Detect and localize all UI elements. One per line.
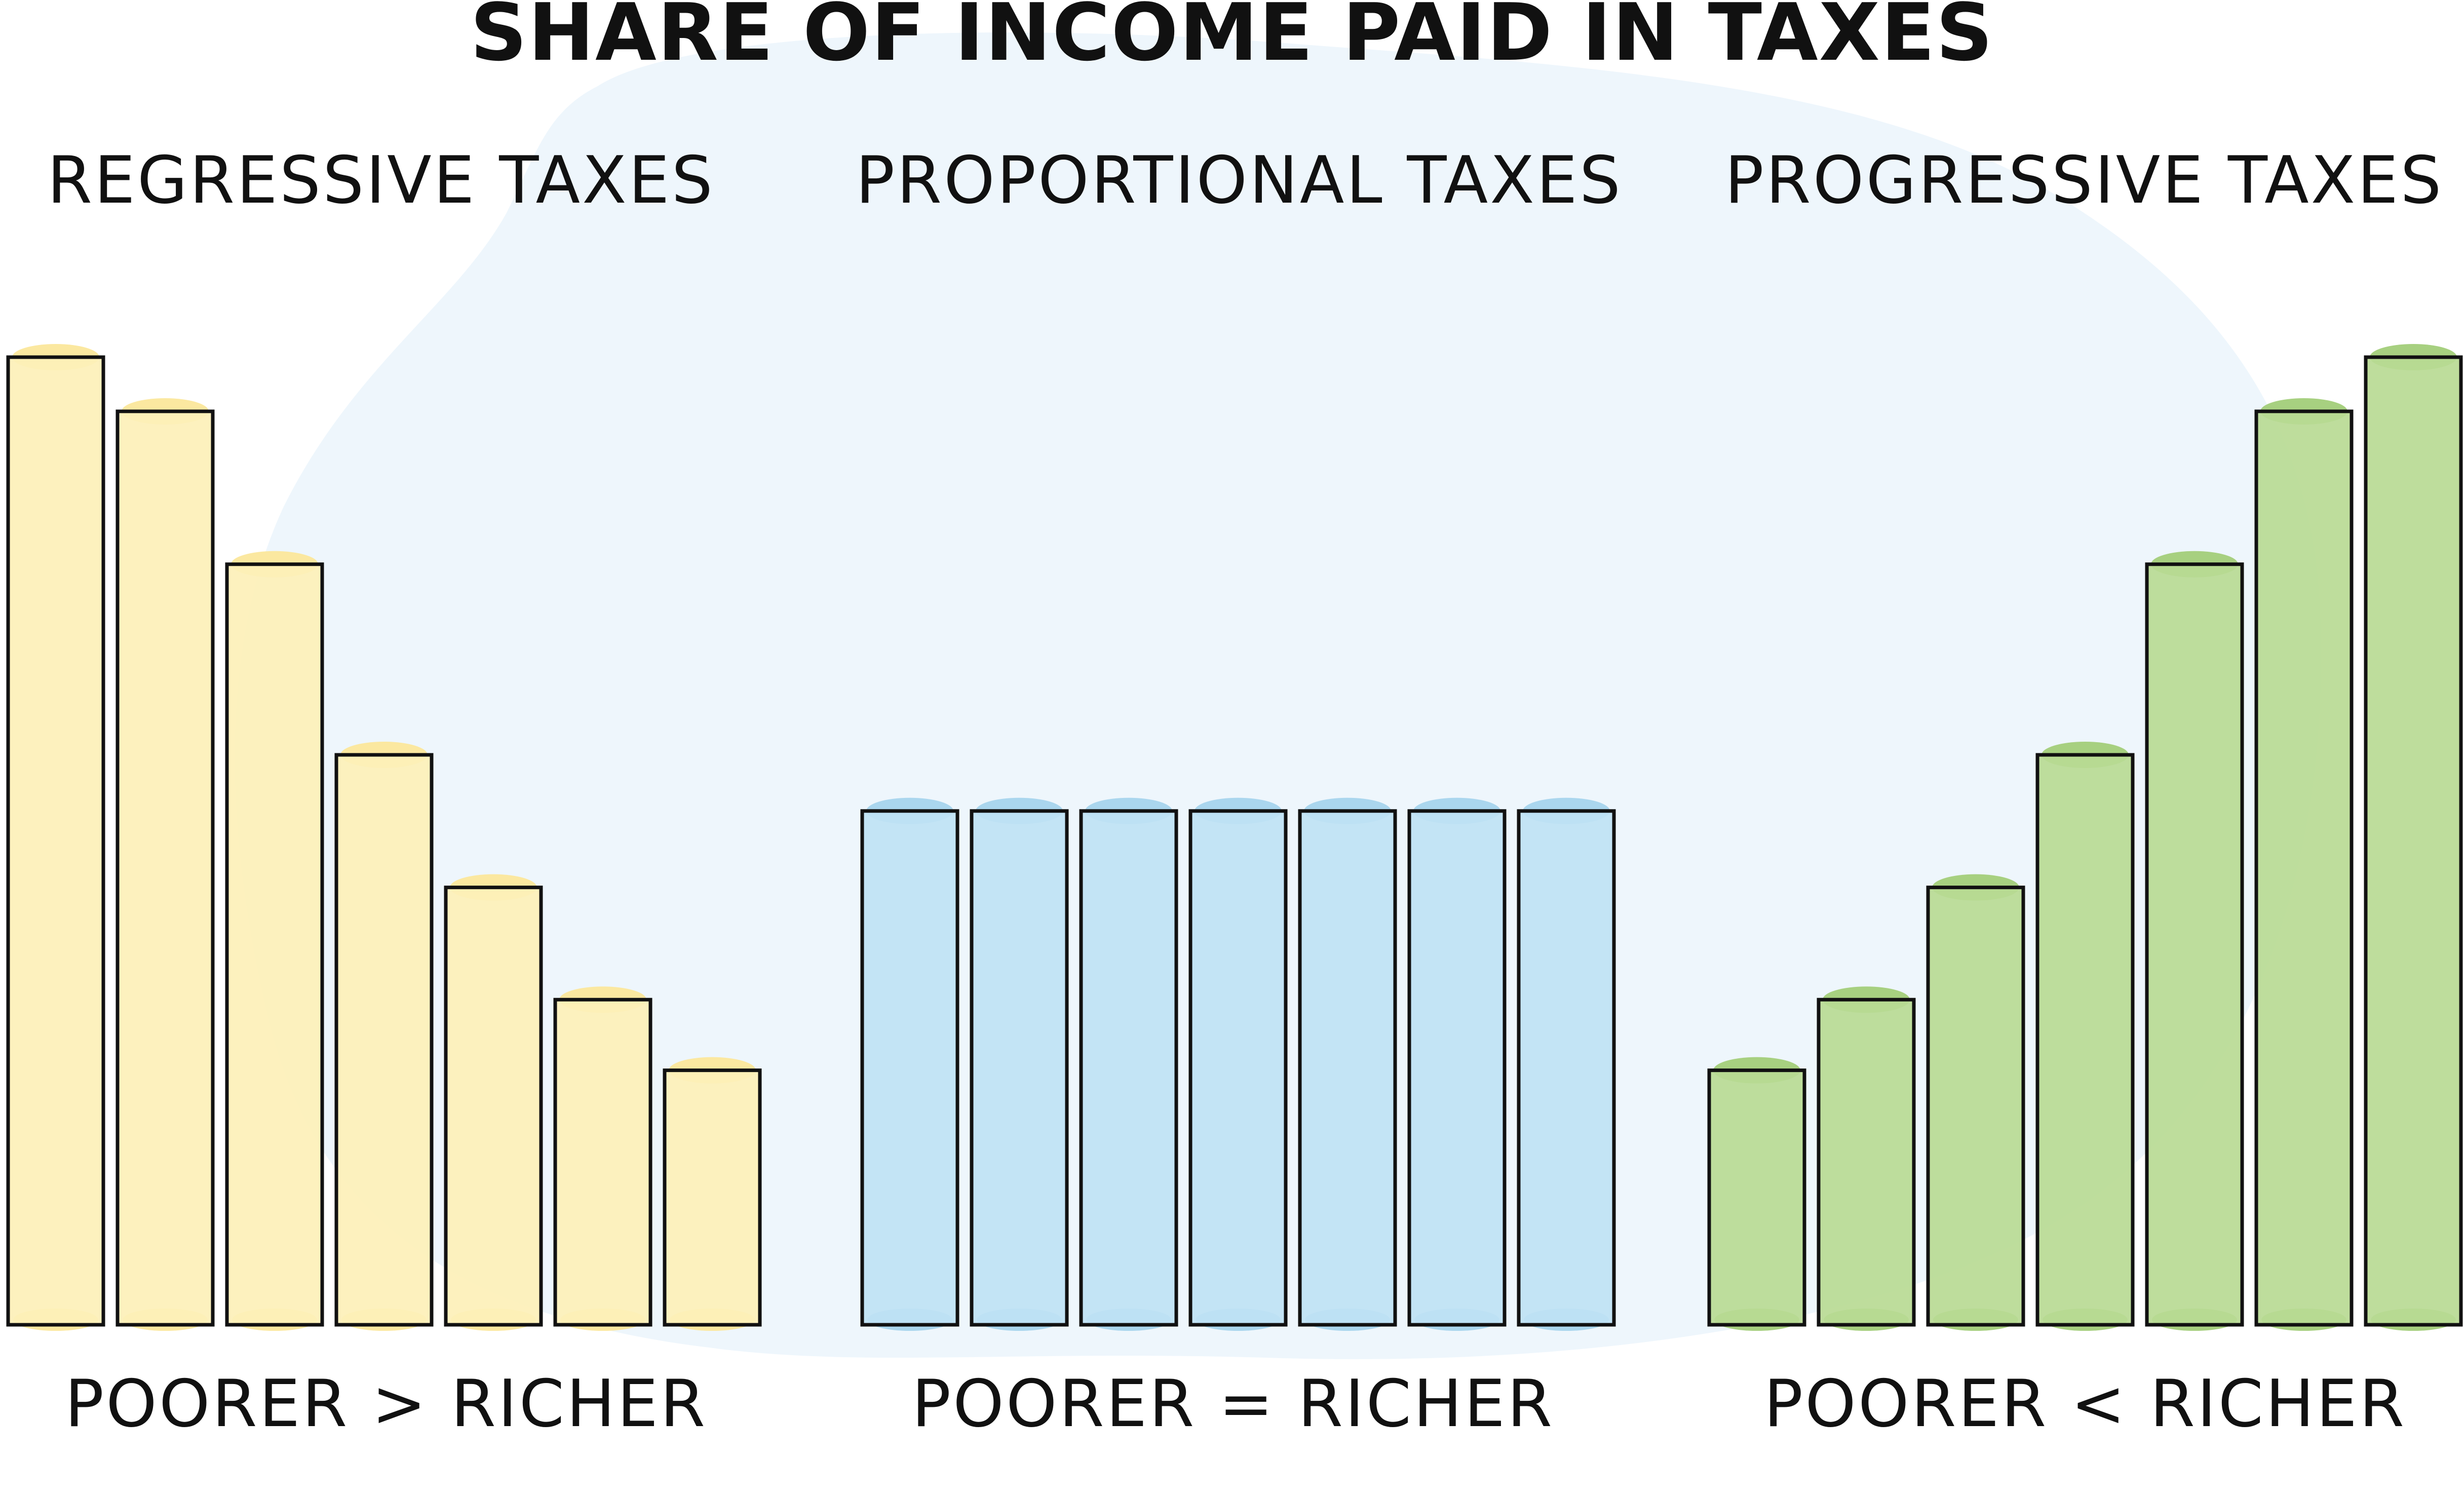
bar-progressive-4 <box>2035 753 2135 1327</box>
panel-title-proportional: PROPORTIONAL TAXES <box>856 143 1623 218</box>
bar-regressive-6 <box>553 998 652 1327</box>
bar-regressive-5 <box>444 886 543 1327</box>
panel-proportional: PROPORTIONAL TAXES POORER = RICHER <box>856 143 1623 1442</box>
bar-proportional-7 <box>1517 809 1616 1327</box>
bars-progressive <box>1707 344 2463 1331</box>
panel-title-progressive: PROGRESSIVE TAXES <box>1725 143 2444 218</box>
bar-proportional-6 <box>1407 809 1507 1327</box>
panel-title-regressive: REGRESSIVE TAXES <box>47 143 715 218</box>
bar-progressive-2 <box>1817 998 1916 1327</box>
bars-proportional <box>860 797 1616 1331</box>
caption-progressive: POORER < RICHER <box>1764 1366 2406 1442</box>
panel-progressive: PROGRESSIVE TAXES POORER < RICHER <box>1707 143 2463 1442</box>
bar-regressive-7 <box>663 1068 762 1327</box>
bar-proportional-4 <box>1188 809 1288 1327</box>
bar-progressive-5 <box>2145 562 2244 1327</box>
bar-regressive-1 <box>6 355 105 1327</box>
caption-proportional: POORER = RICHER <box>912 1366 1554 1442</box>
background-blob <box>235 32 2322 1359</box>
panel-regressive: REGRESSIVE TAXES POORER > RICHER <box>6 143 762 1442</box>
bar-progressive-6 <box>2254 409 2354 1327</box>
bar-regressive-4 <box>334 753 434 1327</box>
caption-regressive: POORER > RICHER <box>65 1366 707 1442</box>
chart-title: SHARE OF INCOME PAID IN TAXES <box>470 0 1994 79</box>
bar-regressive-3 <box>225 562 324 1327</box>
bar-progressive-7 <box>2364 355 2463 1327</box>
bar-proportional-3 <box>1079 809 1178 1327</box>
bar-progressive-3 <box>1926 886 2025 1327</box>
bar-proportional-2 <box>970 809 1069 1327</box>
bar-progressive-1 <box>1707 1068 1806 1327</box>
bars-regressive <box>6 344 762 1331</box>
bar-regressive-2 <box>115 409 215 1327</box>
bar-proportional-1 <box>860 809 959 1327</box>
bar-proportional-5 <box>1298 809 1397 1327</box>
